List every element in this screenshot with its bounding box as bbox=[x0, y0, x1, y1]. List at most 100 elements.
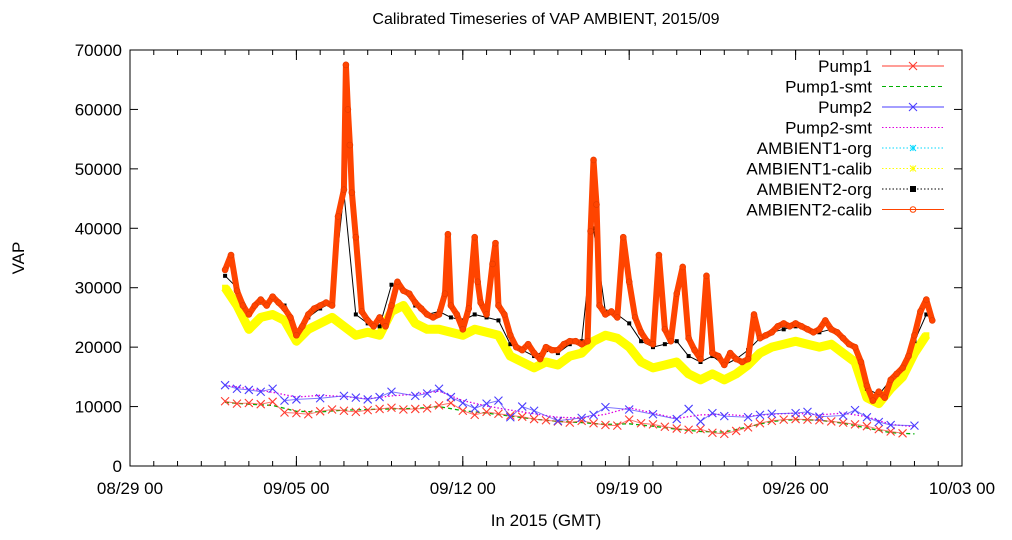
data-point bbox=[875, 388, 883, 396]
data-point bbox=[470, 403, 480, 413]
data-point bbox=[453, 311, 461, 318]
data-point bbox=[434, 384, 444, 394]
data-point bbox=[655, 251, 663, 259]
data-point bbox=[828, 341, 835, 348]
y-tick-label: 70000 bbox=[75, 41, 122, 60]
data-point bbox=[767, 416, 777, 426]
data-point bbox=[560, 340, 568, 348]
data-point bbox=[696, 417, 705, 426]
data-point bbox=[869, 397, 877, 404]
data-point bbox=[340, 186, 348, 193]
data-point bbox=[863, 394, 870, 401]
data-point bbox=[875, 400, 882, 407]
data-point bbox=[850, 405, 860, 415]
data-point bbox=[923, 332, 930, 339]
data-point bbox=[293, 338, 300, 345]
y-tick-label: 30000 bbox=[75, 279, 122, 298]
data-point bbox=[376, 314, 383, 321]
data-point bbox=[708, 428, 717, 438]
chart-title: Calibrated Timeseries of VAP AMBIENT, 20… bbox=[372, 11, 719, 28]
data-point bbox=[268, 384, 278, 394]
data-point bbox=[719, 411, 729, 421]
data-point bbox=[315, 406, 325, 416]
data-point bbox=[342, 61, 350, 69]
data-point bbox=[223, 273, 228, 278]
data-point bbox=[798, 323, 805, 330]
x-tick-label: 10/03 00 bbox=[929, 479, 995, 498]
y-axis-label: VAP bbox=[9, 242, 28, 275]
data-point bbox=[327, 405, 337, 414]
data-point bbox=[584, 337, 591, 345]
data-point bbox=[375, 404, 384, 414]
data-point bbox=[280, 408, 289, 417]
legend-label: AMBIENT1-org bbox=[757, 139, 872, 158]
data-point bbox=[317, 320, 324, 327]
data-point bbox=[269, 293, 276, 300]
data-point bbox=[631, 314, 639, 321]
data-point bbox=[661, 326, 669, 333]
data-point bbox=[232, 384, 242, 394]
data-point bbox=[814, 415, 824, 425]
data-point bbox=[887, 376, 894, 384]
data-point bbox=[315, 393, 325, 403]
data-point bbox=[636, 418, 646, 428]
data-point bbox=[810, 328, 817, 336]
data-point bbox=[328, 302, 336, 309]
data-point bbox=[863, 382, 871, 390]
data-point bbox=[780, 341, 787, 348]
data-point bbox=[625, 278, 633, 286]
data-point bbox=[649, 340, 657, 348]
data-point bbox=[519, 359, 526, 365]
x-axis-ticks: 08/29 00 09/05 00 09/12 00 09/19 00 09/26 00… bbox=[97, 50, 995, 498]
data-point bbox=[417, 305, 425, 312]
data-point bbox=[590, 156, 597, 164]
data-point bbox=[507, 353, 514, 360]
data-point bbox=[720, 361, 728, 369]
data-point bbox=[483, 311, 490, 318]
data-point bbox=[685, 334, 692, 342]
data-point bbox=[245, 311, 253, 318]
data-point bbox=[708, 408, 717, 418]
data-point bbox=[648, 420, 658, 429]
data-point bbox=[804, 326, 811, 333]
data-point bbox=[410, 404, 420, 414]
data-point bbox=[377, 324, 382, 329]
data-point bbox=[444, 230, 452, 238]
data-point bbox=[471, 233, 478, 241]
data-point bbox=[589, 418, 598, 428]
data-point bbox=[637, 328, 645, 336]
data-point bbox=[911, 350, 918, 357]
legend-label: AMBIENT2-org bbox=[757, 180, 872, 199]
data-point bbox=[233, 302, 240, 309]
x-tick-label: 09/12 00 bbox=[430, 479, 496, 498]
data-point bbox=[517, 412, 527, 422]
data-point bbox=[275, 299, 282, 306]
data-point bbox=[838, 418, 848, 428]
data-point bbox=[881, 394, 889, 401]
data-point bbox=[862, 421, 872, 431]
data-point bbox=[508, 342, 513, 347]
y-tick-label: 40000 bbox=[75, 219, 122, 238]
data-point bbox=[281, 317, 288, 324]
data-point bbox=[814, 412, 824, 422]
data-point bbox=[850, 420, 860, 429]
data-point bbox=[696, 424, 705, 434]
data-point bbox=[672, 424, 682, 433]
data-point bbox=[394, 278, 401, 286]
data-point bbox=[679, 263, 686, 271]
data-point bbox=[465, 305, 473, 312]
data-point bbox=[541, 415, 551, 425]
data-point bbox=[697, 355, 704, 363]
data-point bbox=[458, 398, 468, 408]
data-point bbox=[543, 359, 549, 365]
data-point bbox=[721, 376, 728, 383]
data-point bbox=[400, 302, 407, 309]
data-point bbox=[577, 413, 587, 423]
data-point bbox=[638, 359, 645, 365]
data-point bbox=[590, 338, 597, 345]
data-point bbox=[344, 106, 352, 113]
data-point bbox=[780, 320, 788, 327]
data-point bbox=[292, 395, 301, 404]
data-point bbox=[352, 332, 359, 339]
data-point bbox=[684, 425, 694, 435]
